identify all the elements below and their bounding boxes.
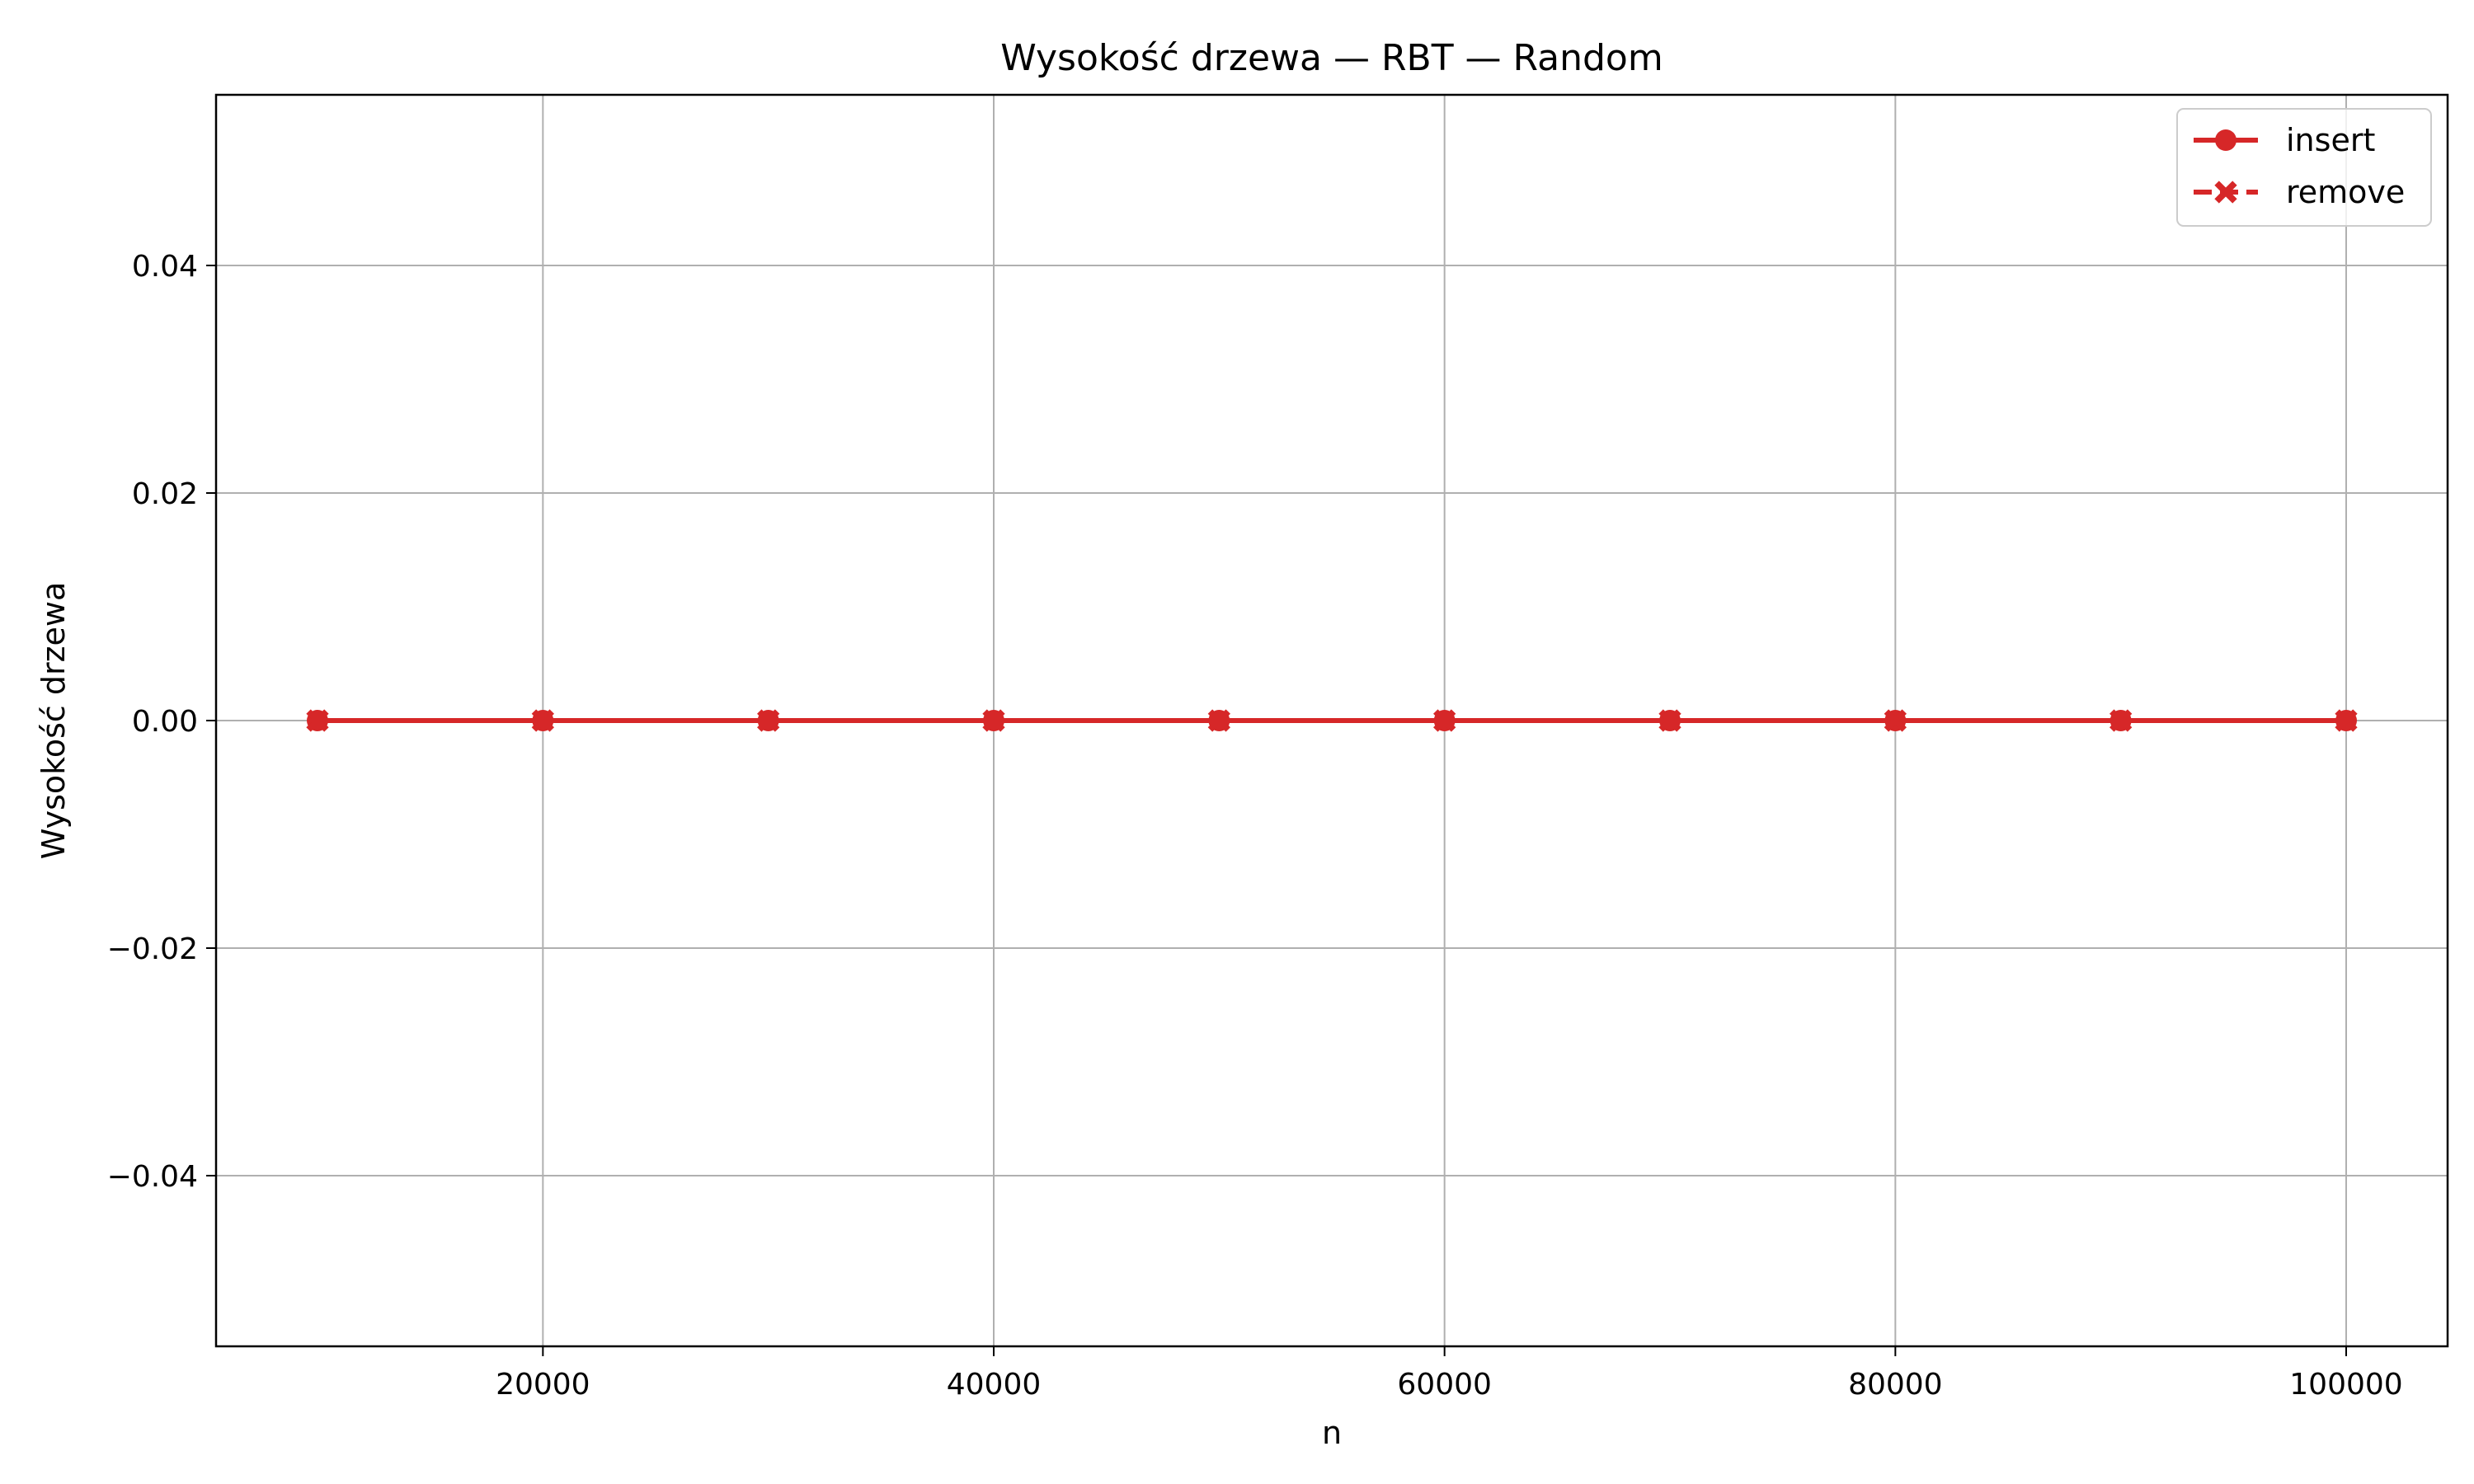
legend-label: remove [2286, 174, 2405, 210]
series-lines [306, 709, 2358, 732]
y-tick-label: 0.02 [132, 477, 198, 511]
data-point-remove [306, 709, 329, 732]
x-tick-label: 80000 [1848, 1368, 1943, 1402]
data-point-remove [757, 709, 780, 732]
x-axis-label: n [1322, 1415, 1342, 1451]
y-tick-label: 0.04 [132, 250, 198, 284]
x-tick-label: 20000 [496, 1368, 590, 1402]
data-point-remove [982, 709, 1005, 732]
legend-entry-remove: remove [2194, 174, 2405, 210]
data-point-remove [1658, 709, 1681, 732]
series-remove [306, 709, 2358, 732]
data-point-remove [1207, 709, 1230, 732]
x-tick-label: 100000 [2289, 1368, 2402, 1402]
x-tick-label: 60000 [1397, 1368, 1492, 1402]
data-point-remove [1433, 709, 1456, 732]
axis-ticks: 20000 40000 60000 80000 100000 −0.04 −0.02 0.00… [107, 250, 2403, 1402]
y-tick-label: −0.02 [107, 932, 198, 966]
legend-label: insert [2286, 122, 2375, 158]
data-point-remove [1884, 709, 1907, 732]
y-tick-label: −0.04 [107, 1160, 198, 1194]
legend-swatch-marker [2215, 129, 2236, 151]
y-tick-label: 0.00 [132, 705, 198, 739]
chart-title: Wysokość drzewa — RBT — Random [1000, 37, 1663, 79]
x-tick-label: 40000 [947, 1368, 1042, 1402]
legend-entry-insert: insert [2194, 122, 2375, 158]
legend-swatch-marker [2214, 181, 2237, 204]
y-axis-label: Wysokość drzewa [35, 582, 72, 860]
data-point-remove [2335, 709, 2358, 732]
data-point-remove [2109, 709, 2133, 732]
data-point-remove [531, 709, 554, 732]
legend: insert remove [2176, 108, 2432, 227]
